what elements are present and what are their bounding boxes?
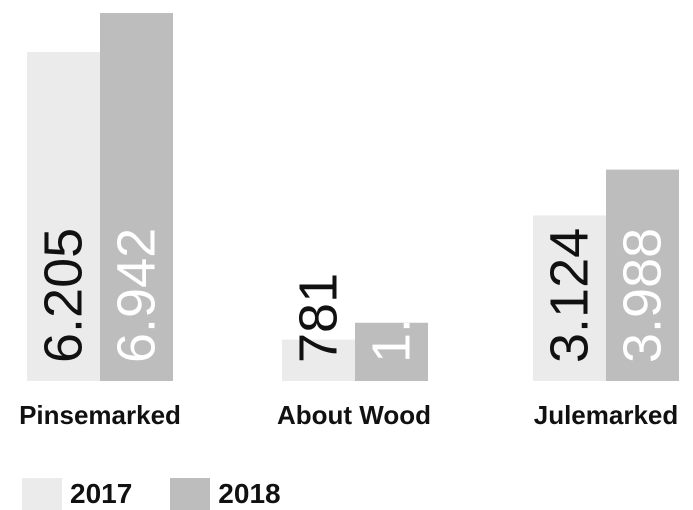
legend-label-2018: 2018 — [218, 478, 281, 509]
bar-2017-about-wood — [282, 339, 355, 381]
bar-2018-about-wood — [355, 322, 428, 381]
category-label-julemarked: Julemarked — [534, 400, 679, 430]
legend-swatch-2018 — [170, 478, 211, 510]
legend-item-2017: 2017 — [22, 478, 132, 510]
bar-chart: 6.205 6.942 Pinsemarked 781 1.099 About Wood 3… — [19, 13, 679, 430]
data-label-2017-pinsemarked: 6.205 — [34, 228, 94, 363]
bar-2017-pinsemarked — [27, 52, 100, 381]
bar-2018-julemarked — [606, 169, 679, 381]
category-label-about-wood: About Wood — [277, 400, 431, 430]
legend-item-2018: 2018 — [170, 478, 281, 510]
category-label-pinsemarked: Pinsemarked — [19, 400, 181, 430]
legend-swatch-2017 — [22, 478, 62, 510]
bar-2017-julemarked — [533, 215, 606, 381]
legend: 2017 2018 — [22, 478, 319, 510]
data-label-2018-julemarked: 3.988 — [613, 228, 673, 363]
data-label-2017-julemarked: 3.124 — [540, 228, 600, 363]
legend-label-2017: 2017 — [70, 478, 133, 509]
bar-2018-pinsemarked — [100, 13, 173, 382]
data-label-2018-pinsemarked: 6.942 — [107, 228, 167, 363]
data-label-2017-about-wood: 781 — [289, 273, 349, 363]
data-label-2018-about-wood: 1.099 — [362, 228, 422, 363]
